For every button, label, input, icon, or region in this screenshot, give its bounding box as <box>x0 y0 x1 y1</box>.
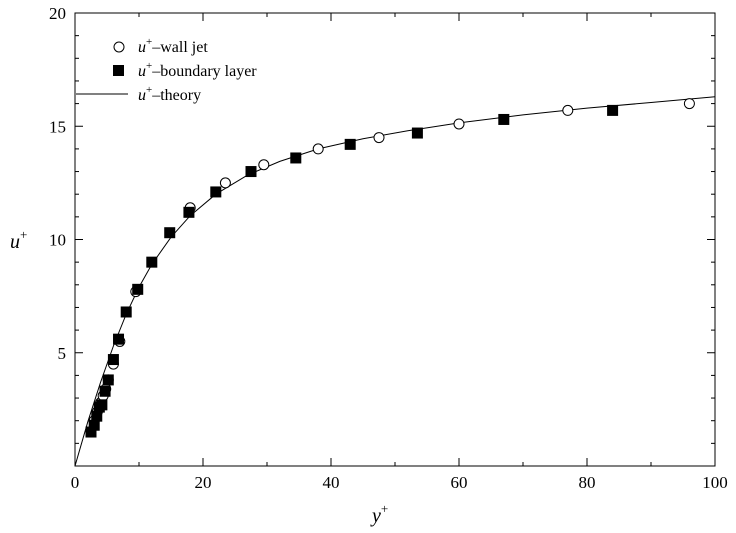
boundary-layer-point <box>146 256 158 268</box>
wall-jet-point <box>373 132 385 144</box>
axis-ticks <box>74 13 716 466</box>
y-tick-label: 10 <box>49 231 66 250</box>
boundary-layer-point <box>113 333 125 345</box>
x-tick-label: 20 <box>195 473 212 492</box>
boundary-layer-point <box>99 385 111 397</box>
boundary-layer-point <box>183 206 195 218</box>
y-tick-label: 15 <box>49 117 66 136</box>
boundary-layer-point <box>498 113 510 125</box>
theory-series <box>74 96 716 467</box>
boundary-layer-series <box>85 104 619 438</box>
wall-jet-point <box>562 104 574 116</box>
boundary-layer-point <box>607 104 619 116</box>
boundary-layer-point <box>107 354 119 366</box>
legend-label-wall-jet: u+–wall jet <box>138 36 208 56</box>
wall-jet-point <box>312 143 324 155</box>
y-tick-label: 5 <box>58 344 67 363</box>
legend-label-boundary-layer: u+–boundary layer <box>138 60 257 80</box>
boundary-layer-point <box>344 138 356 150</box>
theory-line <box>74 96 716 467</box>
legend-label-theory: u+–theory <box>138 84 201 104</box>
wall-jet-point <box>683 98 695 110</box>
x-tick-label: 60 <box>451 473 468 492</box>
boundary-layer-point <box>164 227 176 239</box>
wall-jet-point <box>219 177 231 189</box>
axis-tick-labels: 0 20 40 60 80 100 5 10 15 20 <box>49 4 728 492</box>
x-tick-label: 100 <box>702 473 728 492</box>
boundary-layer-point <box>411 127 423 139</box>
boundary-layer-point <box>96 399 108 411</box>
x-tick-label: 40 <box>323 473 340 492</box>
boundary-layer-point <box>120 306 132 318</box>
wall-jet-series <box>85 98 695 438</box>
y-axis-label: u+ <box>10 227 27 253</box>
legend-marker-wall-jet <box>113 41 125 53</box>
x-axis-label: y+ <box>370 501 388 527</box>
y-tick-label: 20 <box>49 4 66 23</box>
boundary-layer-point <box>91 410 103 422</box>
plot-frame <box>74 12 716 467</box>
boundary-layer-point <box>88 419 100 431</box>
wall-jet-point <box>453 118 465 130</box>
x-tick-label: 0 <box>71 473 80 492</box>
boundary-layer-point <box>290 152 302 164</box>
x-tick-label: 80 <box>579 473 596 492</box>
wall-jet-point <box>258 159 270 171</box>
boundary-layer-point <box>245 166 257 178</box>
legend: u+–wall jet u+–boundary layer u+–theory <box>76 36 257 104</box>
legend-marker-boundary-layer <box>113 65 124 76</box>
boundary-layer-point <box>210 186 222 198</box>
boundary-layer-point <box>85 426 97 438</box>
boundary-layer-point <box>132 283 144 295</box>
boundary-layer-point <box>102 374 114 386</box>
